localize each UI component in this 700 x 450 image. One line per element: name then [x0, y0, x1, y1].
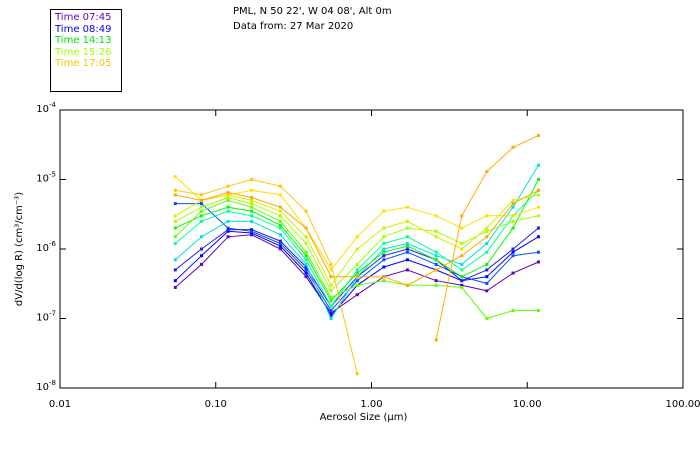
series-line — [174, 176, 539, 271]
data-point — [173, 219, 177, 223]
data-point — [536, 214, 540, 218]
y-axis-label: dV/d(log R) (cm³/cm⁻³) — [14, 192, 25, 306]
legend-item: Time 07:45 — [55, 12, 112, 23]
data-point — [536, 309, 540, 313]
data-point — [536, 260, 540, 264]
series-s10 — [173, 193, 540, 287]
data-point — [536, 188, 540, 192]
legend-item: Time 08:49 — [55, 23, 112, 35]
data-point — [173, 268, 177, 272]
legend-item: Time 15:26 — [55, 46, 112, 58]
series-line — [175, 178, 358, 374]
series-line — [435, 135, 539, 341]
y-tick-label: 10-4 — [36, 101, 56, 115]
x-tick-label: 0.10 — [205, 399, 227, 410]
data-point — [434, 338, 438, 342]
data-point — [536, 178, 540, 181]
data-date: Data from: 27 Mar 2020 — [233, 21, 354, 32]
series-s1 — [173, 233, 540, 315]
y-tick-label: 10-7 — [36, 310, 56, 324]
series-line — [175, 189, 539, 286]
station-info: PML, N 50 22', W 04 08', Alt 0m — [233, 6, 392, 17]
series-s7 — [173, 178, 540, 303]
legend: Time 07:45 Time 08:49 Time 14:13 Time 15:26… — [50, 9, 122, 92]
data-point — [536, 226, 540, 230]
series-line — [175, 194, 539, 287]
x-tick-label: 10.00 — [513, 399, 542, 410]
series-s11 — [173, 175, 540, 272]
y-tick-label: 10-6 — [36, 240, 56, 254]
data-point — [536, 193, 540, 197]
data-point — [536, 163, 540, 167]
series-line — [174, 199, 539, 320]
series-s12 — [173, 178, 359, 376]
series-line — [174, 189, 539, 308]
series-s14 — [173, 188, 540, 287]
data-point — [536, 205, 540, 209]
y-tick-label: 10-5 — [36, 171, 56, 185]
data-point — [355, 372, 359, 376]
y-tick-label: 10-8 — [36, 379, 56, 393]
data-point — [536, 235, 540, 239]
legend-item: Time 14:13 — [55, 35, 112, 46]
series-line — [174, 234, 539, 314]
data-point — [536, 250, 540, 254]
chart-header: PML, N 50 22', W 04 08', Alt 0m Data fro… — [233, 4, 392, 34]
data-point — [173, 214, 177, 218]
series-line — [175, 179, 539, 302]
data-point — [173, 285, 177, 289]
data-point — [536, 133, 540, 137]
x-tick-label: 100.00 — [666, 399, 700, 410]
x-tick-label: 0.01 — [49, 399, 71, 410]
x-tick-label: 1.00 — [360, 399, 382, 410]
series-s13 — [434, 133, 540, 342]
x-axis-label: Aerosol Size (µm) — [320, 412, 408, 423]
legend-item: Time 17:05 — [55, 58, 112, 69]
